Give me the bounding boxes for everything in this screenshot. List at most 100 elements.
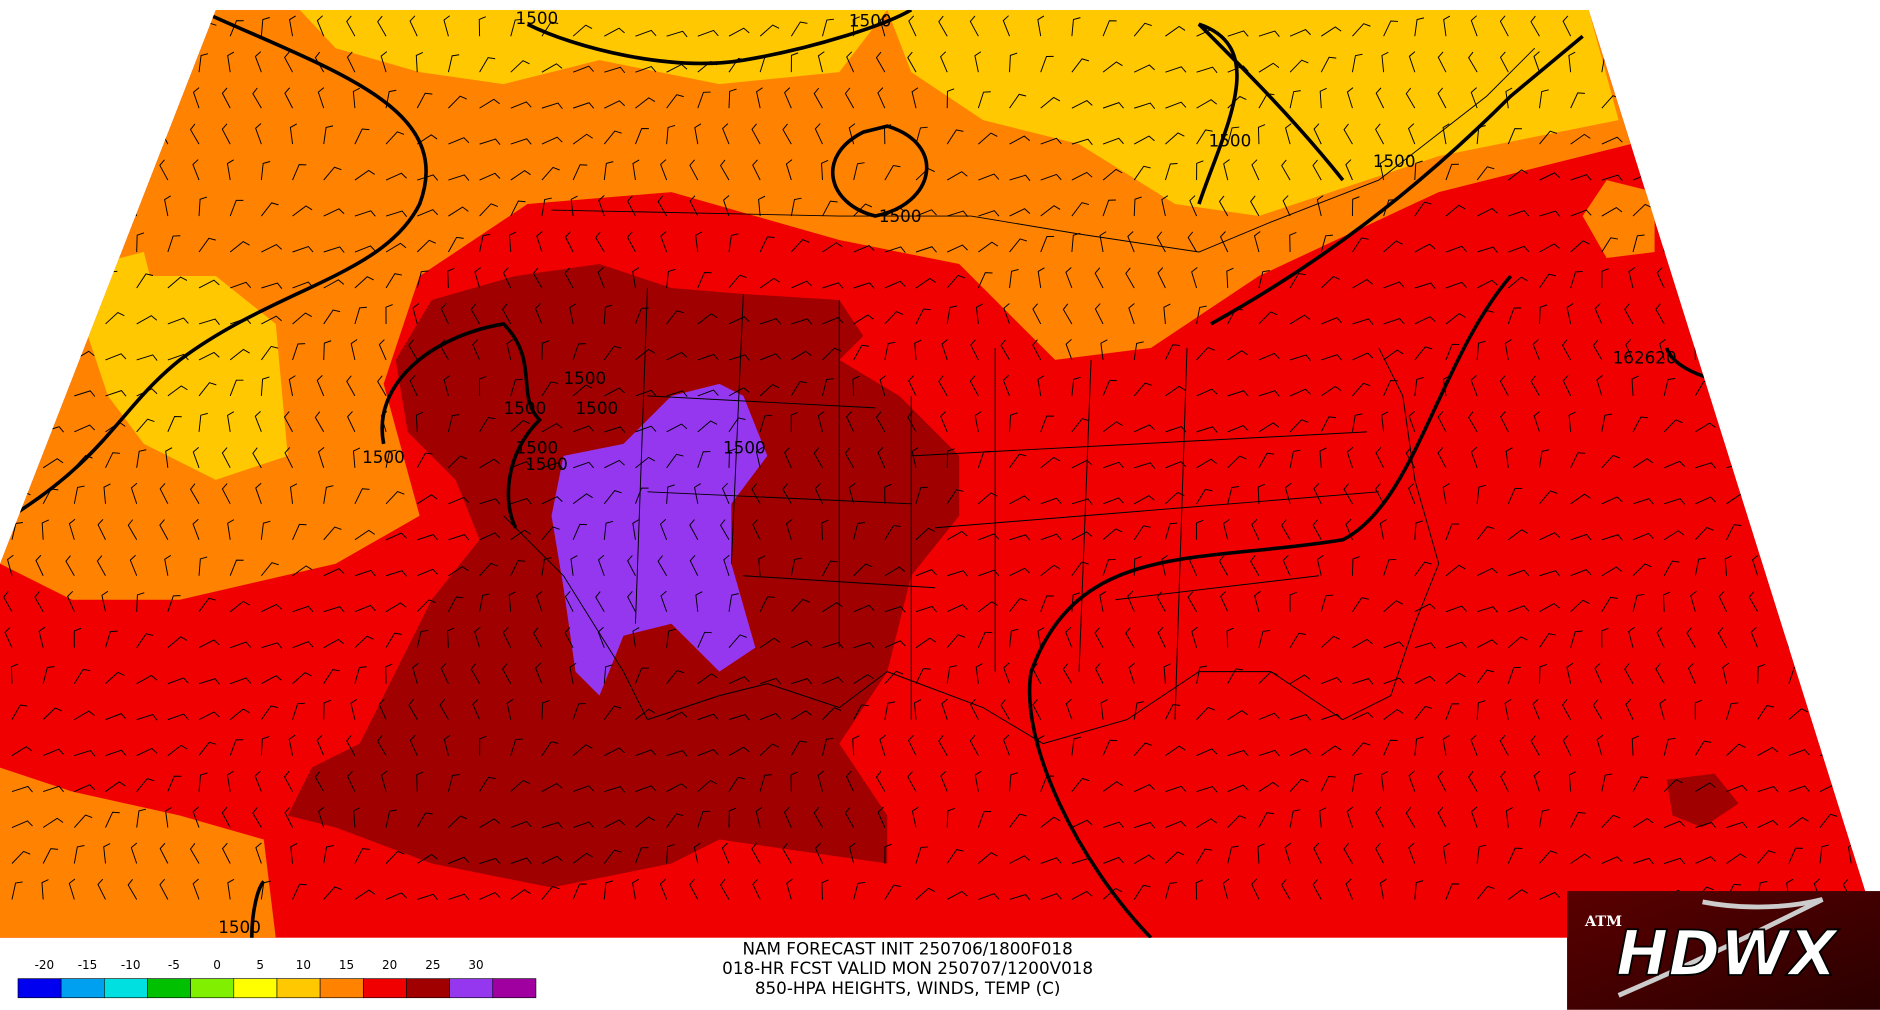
wind-barb (1752, 195, 1759, 217)
wind-barb (564, 627, 574, 648)
wind-barb (198, 678, 220, 685)
wind-barb (791, 710, 812, 721)
wind-barb (354, 889, 376, 900)
wind-barb (759, 353, 782, 361)
wind-barb (635, 97, 656, 109)
wind-barb (1601, 566, 1623, 577)
wind-barb (603, 161, 614, 181)
legend-label: 0 (213, 958, 221, 972)
header-line: NAM FORECAST INIT 250706/1800F018 (743, 939, 1073, 959)
wind-barb (510, 889, 531, 900)
wind-barb (603, 705, 622, 720)
wind-barb (785, 159, 793, 181)
wind-barb (1470, 806, 1478, 828)
wind-barb (1164, 163, 1178, 181)
wind-barb (760, 318, 782, 325)
wind-barb (1687, 662, 1696, 684)
wind-barb (136, 418, 155, 433)
wind-barb (510, 18, 523, 37)
wind-barb (1284, 482, 1292, 504)
wind-barb (821, 879, 829, 900)
wind-barb (569, 303, 577, 325)
wind-barb (288, 375, 296, 396)
wind-barb (229, 348, 250, 361)
wind-barb (1133, 854, 1155, 864)
wind-barb (385, 809, 397, 828)
wind-barb (479, 776, 496, 792)
wind-barb (626, 231, 636, 253)
wind-barb (502, 303, 512, 325)
wind-barb (69, 159, 76, 181)
wind-barb (1445, 204, 1466, 217)
wind-barb (10, 663, 19, 684)
wind-barb (1289, 232, 1297, 253)
wind-barb (541, 462, 563, 469)
wind-barb (785, 518, 793, 540)
wind-barb (790, 197, 802, 217)
wind-barb (1476, 340, 1486, 360)
wind-barb (226, 770, 234, 792)
wind-barb (969, 735, 979, 756)
wind-barb (1289, 29, 1311, 37)
wind-barb (1062, 303, 1073, 325)
wind-barb (1343, 483, 1353, 505)
wind-barb (1663, 419, 1683, 433)
wind-barb (42, 347, 62, 361)
wind-barb (1037, 15, 1045, 37)
wind-barb (1442, 483, 1450, 504)
wind-barb (1596, 375, 1603, 397)
wind-barb (603, 520, 614, 540)
wind-barb (1164, 344, 1180, 361)
wind-barb (1062, 663, 1073, 684)
wind-barb (1851, 389, 1873, 397)
wind-barb (1040, 497, 1062, 505)
wind-barb (417, 174, 439, 181)
wind-barb (1352, 352, 1374, 361)
wind-barb (159, 159, 169, 181)
legend-swatch (276, 978, 321, 999)
wind-barb (1508, 209, 1530, 217)
wind-barb (1786, 159, 1794, 181)
legend-swatch (147, 978, 191, 999)
wind-barb (1810, 195, 1821, 217)
wind-barb (1258, 352, 1280, 361)
wind-barb (1009, 135, 1031, 145)
wind-barb (447, 236, 464, 253)
wind-barb (1757, 785, 1779, 793)
contour-label: 1500 (516, 437, 559, 457)
legend-label: 5 (256, 958, 264, 972)
wind-barb (723, 554, 730, 576)
wind-barb (1257, 843, 1265, 864)
wind-barb (720, 519, 730, 541)
height-contours (11, 9, 1880, 938)
wind-barb (1851, 749, 1873, 757)
wind-barb (1601, 268, 1609, 288)
wind-barb (221, 483, 231, 505)
wind-barb (350, 339, 358, 361)
wind-barb (261, 675, 282, 685)
wind-barb (1164, 704, 1181, 720)
logo-text: HDWX (1616, 917, 1840, 990)
wind-barb (852, 375, 860, 396)
wind-barb (1408, 410, 1416, 433)
wind-barb (1757, 100, 1779, 109)
wind-barb (541, 855, 563, 864)
wind-barb (11, 66, 33, 73)
wind-barb (969, 375, 979, 397)
wind-barb (230, 281, 252, 289)
wind-barb (1281, 159, 1291, 181)
wind-barb (635, 425, 657, 433)
wind-barb (689, 519, 699, 540)
wind-barb (723, 195, 730, 217)
wind-barb (946, 890, 968, 900)
wind-barb (1445, 343, 1460, 361)
wind-barb (1726, 102, 1748, 109)
wind-barb (129, 554, 138, 576)
wind-barb (1009, 52, 1018, 73)
wind-barb (472, 698, 481, 720)
wind-barb (159, 483, 169, 505)
wind-barb (292, 672, 312, 685)
wind-barb (1533, 410, 1541, 433)
wind-barb (260, 17, 270, 37)
legend-swatch (492, 978, 537, 999)
